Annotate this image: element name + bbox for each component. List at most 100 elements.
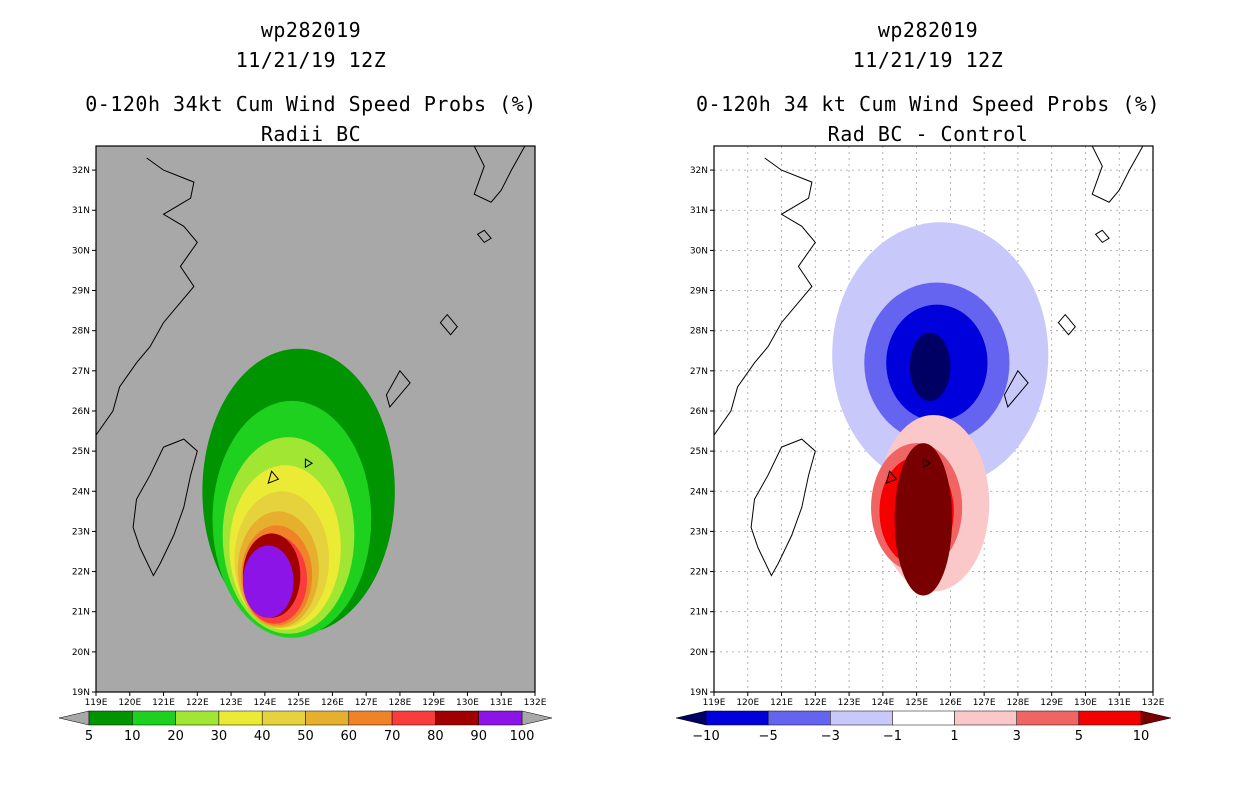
colorbar-swatch [175,710,220,726]
y-tick-label: 20N [72,648,90,658]
colorbar-left: 5 10 20 30 40 50 60 70 80 90 100 [58,710,553,744]
x-tick-label: 123E [220,698,243,708]
x-tick-label: 120E [736,698,759,708]
coastline-taiwan [750,438,816,577]
colorbar-label: −3 [821,729,840,744]
right-title: 0-120h 34 kt Cum Wind Speed Probs (%) [695,92,1161,116]
x-tick-label: 128E [1006,698,1029,708]
colorbar-label: 1 [950,729,958,744]
y-tick-label: 24N [690,487,708,497]
x-tick-label: 125E [905,698,928,708]
colorbar-swatch [88,710,133,726]
left-storm-id: wp282019 [260,18,362,42]
y-tick-label: 22N [690,568,708,578]
x-tick-label: 132E [524,698,547,708]
y-tick-label: 23N [690,527,708,537]
x-tick-label: 125E [287,698,310,708]
y-tick-label: 21N [690,608,708,618]
colorbar-label: −1 [883,729,902,744]
right-title-block: wp282019 11/21/19 12Z 0-120h 34 kt Cum W… [628,15,1228,149]
y-tick-label: 27N [690,367,708,377]
y-tick-label: 29N [690,287,708,297]
left-title: 0-120h 34kt Cum Wind Speed Probs (%) [85,92,537,116]
colorbar-swatch [478,710,523,726]
y-tick-label: 21N [72,608,90,618]
y-tick-label: 19N [72,688,90,698]
y-tick-label: 22N [72,568,90,578]
colorbar-label: 40 [254,729,271,744]
coastline-island [267,470,280,485]
colorbar-swatch [1016,710,1080,726]
x-tick-label: 122E [186,698,209,708]
colorbar-label: 70 [384,729,401,744]
x-tick-label: 126E [939,698,962,708]
left-title-block: wp282019 11/21/19 12Z 0-120h 34kt Cum Wi… [11,15,611,149]
x-tick-label: 130E [456,698,479,708]
y-tick-label: 30N [690,246,708,256]
y-tick-label: 31N [690,206,708,216]
contour-band-3 [909,332,951,401]
colorbar-swatch [954,710,1017,726]
colorbar-label: −5 [759,729,778,744]
coastline-island [304,458,314,469]
x-tick-label: 124E [871,698,894,708]
y-tick-label: 28N [690,327,708,337]
y-tick-label: 26N [72,407,90,417]
y-tick-label: 19N [690,688,708,698]
map-contours [96,146,526,638]
y-tick-label: 25N [690,447,708,457]
contour-band-9 [242,545,294,618]
y-tick-label: 24N [72,487,90,497]
x-tick-label: 126E [321,698,344,708]
y-tick-label: 20N [690,648,708,658]
coastline-island [1003,369,1029,409]
colorbar-over-arrow [521,710,553,726]
x-tick-label: 121E [152,698,175,708]
right-subtitle: Rad BC - Control [827,122,1029,146]
colorbar-label: 100 [510,729,535,744]
coastline-japan [1091,146,1144,203]
x-tick-label: 129E [422,698,445,708]
x-tick-label: 132E [1142,698,1165,708]
map-frame [713,145,1154,693]
colorbar-label: 30 [211,729,228,744]
x-tick-label: 121E [770,698,793,708]
colorbar-label: 3 [1013,729,1021,744]
colorbar-swatch [391,710,436,726]
map-panel-right: 119E 120E 121E 122E 123E 124E 125E 126E 127E 128E… [690,145,1165,708]
coastline-island [439,313,458,336]
x-tick-label: 127E [355,698,378,708]
left-subtitle: Radii BC [260,122,362,146]
coastline-island [1057,313,1076,336]
colorbar-label: 90 [470,729,487,744]
map-frame [95,145,536,693]
x-tick-label: 129E [1040,698,1063,708]
x-tick-label: 124E [253,698,276,708]
colorbar-swatch [218,710,263,726]
colorbar-swatch [830,710,893,726]
colorbar-swatch [348,710,393,726]
colorbar-under-arrow [58,710,90,726]
colorbar-label: −10 [692,729,719,744]
coastline-japan [473,146,526,203]
y-tick-label: 30N [72,246,90,256]
colorbar-label: 5 [1075,729,1083,744]
map-contours [714,146,1153,692]
colorbar-over-arrow [1140,710,1172,726]
contour-band-7 [894,443,953,596]
colorbar-right: −10 −5 −3 −1 1 3 5 10 [675,710,1172,744]
coastline-island [922,458,932,469]
coastline-island [1094,229,1110,244]
map-panel-left: 119E 120E 121E 122E 123E 124E 125E 126E 127E 128E… [72,145,547,708]
colorbar-swatch [132,710,176,726]
left-date: 11/21/19 12Z [235,48,387,72]
colorbar-label: 80 [427,729,444,744]
colorbar-label: 10 [124,729,141,744]
colorbar-swatch [705,710,769,726]
coastline-taiwan [132,438,198,577]
colorbar-swatch [892,710,955,726]
colorbar-label: 10 [1133,729,1150,744]
y-tick-label: 26N [690,407,708,417]
coastline-island [476,229,492,244]
y-tick-label: 29N [72,287,90,297]
